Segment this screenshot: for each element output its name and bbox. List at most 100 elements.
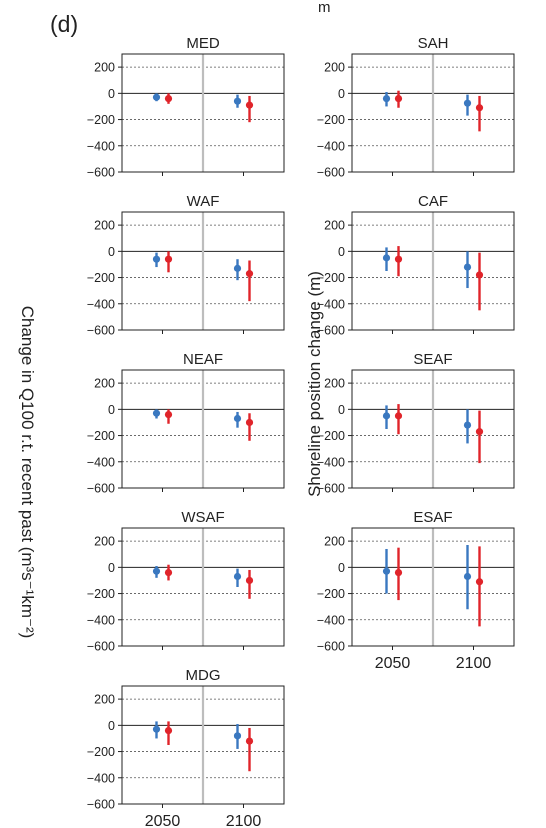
- data-point: [475, 104, 484, 112]
- data-point: [164, 568, 173, 577]
- data-point: [475, 428, 484, 436]
- y-tick-label: −200: [87, 271, 115, 285]
- panel-label: (d): [50, 11, 78, 37]
- y-tick-label: 0: [108, 87, 115, 101]
- data-point: [233, 732, 242, 740]
- panel-title: SEAF: [413, 351, 452, 368]
- panel-med: MED 200 0 −200 −400 −600: [87, 35, 285, 180]
- panel-title: NEAF: [183, 351, 223, 368]
- panel-frame: [351, 53, 515, 173]
- panel-title: ESAF: [413, 509, 452, 526]
- data-point: [164, 410, 173, 419]
- data-point: [463, 99, 472, 107]
- y-tick-label: −600: [87, 798, 115, 812]
- panel-waf: WAF 200 0 −200 −400 −600: [87, 193, 285, 338]
- panel-frame: [351, 211, 515, 331]
- data-point: [164, 255, 173, 263]
- panel-sah: SAH 200 0 −200 −400 −600: [317, 35, 515, 180]
- data-point: [394, 255, 403, 263]
- panel-frame: [121, 527, 285, 647]
- panel-frame: [121, 53, 285, 173]
- y-tick-label: −400: [317, 455, 345, 469]
- y-tick-label: 200: [94, 377, 115, 391]
- y-tick-label: 0: [338, 245, 345, 259]
- data-point: [152, 567, 161, 575]
- y-tick-label: 200: [94, 693, 115, 707]
- panel-title: MED: [186, 35, 220, 52]
- panel-title: MDG: [186, 667, 221, 684]
- data-point: [463, 263, 472, 271]
- panel-esaf: ESAF 200 0 −200 −400 −600 2050 2100: [317, 509, 515, 672]
- x-tick-label: 2100: [456, 655, 492, 672]
- data-point: [394, 412, 403, 420]
- y-tick-label: 200: [324, 377, 345, 391]
- y-tick-label: −200: [317, 429, 345, 443]
- data-point: [164, 94, 173, 103]
- panel-title: WAF: [187, 193, 220, 210]
- panel-mdg: MDG 200 0 −200 −400 −600 2050 2100: [87, 667, 285, 828]
- panel-wsaf: WSAF 200 0 −200 −400 −600: [87, 509, 285, 654]
- data-point: [233, 97, 242, 105]
- panel-frame: [121, 369, 285, 489]
- data-point: [463, 572, 472, 581]
- y-tick-label: −600: [87, 324, 115, 338]
- panel-seaf: SEAF 200 0 −200 −400 −600: [317, 351, 515, 496]
- y-tick-label: 0: [108, 561, 115, 575]
- top-fragment: m: [318, 0, 331, 16]
- data-point: [245, 737, 254, 745]
- y-tick-label: 200: [324, 61, 345, 75]
- y-tick-label: −600: [317, 166, 345, 180]
- panel-frame: [351, 369, 515, 489]
- data-point: [382, 412, 391, 420]
- y-tick-label: 200: [324, 535, 345, 549]
- y-tick-label: −400: [87, 771, 115, 785]
- y-tick-label: −400: [87, 297, 115, 311]
- data-point: [152, 93, 161, 101]
- x-tick-label: 2050: [375, 655, 411, 672]
- y-tick-label: 0: [108, 403, 115, 417]
- y-tick-label: 200: [324, 219, 345, 233]
- data-point: [233, 414, 242, 423]
- y-tick-label: 200: [94, 61, 115, 75]
- panel-title: WSAF: [181, 509, 224, 526]
- y-tick-label: 0: [108, 719, 115, 733]
- data-point: [382, 94, 391, 103]
- data-point: [245, 270, 254, 278]
- data-point: [245, 576, 254, 585]
- x-tick-label: 2050: [145, 813, 181, 828]
- data-point: [382, 567, 391, 575]
- y-tick-label: 200: [94, 219, 115, 233]
- y-tick-label: 0: [338, 403, 345, 417]
- y-tick-label: −200: [87, 429, 115, 443]
- y-tick-label: 0: [338, 87, 345, 101]
- data-point: [233, 264, 242, 272]
- data-point: [245, 101, 254, 109]
- data-point: [164, 726, 173, 735]
- y-tick-label: −400: [87, 455, 115, 469]
- panel-caf: CAF 200 0 −200 −400 −600: [317, 193, 515, 338]
- panel-frame: [121, 211, 285, 331]
- y-tick-label: −600: [317, 640, 345, 654]
- y-axis-label-group: Shoreline position change (m): [305, 271, 324, 497]
- data-point: [475, 271, 484, 279]
- data-point: [382, 254, 391, 262]
- y-tick-label: −600: [87, 640, 115, 654]
- data-point: [152, 409, 161, 417]
- y-tick-label: −600: [87, 482, 115, 496]
- data-point: [152, 255, 161, 263]
- y-tick-label: 0: [108, 245, 115, 259]
- panel-frame: [121, 685, 285, 805]
- y-tick-label: −600: [87, 166, 115, 180]
- y-tick-label: −400: [317, 613, 345, 627]
- y-tick-label: −200: [87, 587, 115, 601]
- y-tick-label: −400: [317, 297, 345, 311]
- panel-frame: [351, 527, 515, 647]
- data-point: [394, 94, 403, 103]
- panel-title: CAF: [418, 193, 448, 210]
- y-tick-label: −200: [87, 745, 115, 759]
- data-point: [394, 568, 403, 577]
- x-tick-label: 2100: [226, 813, 262, 828]
- y-tick-label: −200: [87, 113, 115, 127]
- data-point: [233, 572, 242, 581]
